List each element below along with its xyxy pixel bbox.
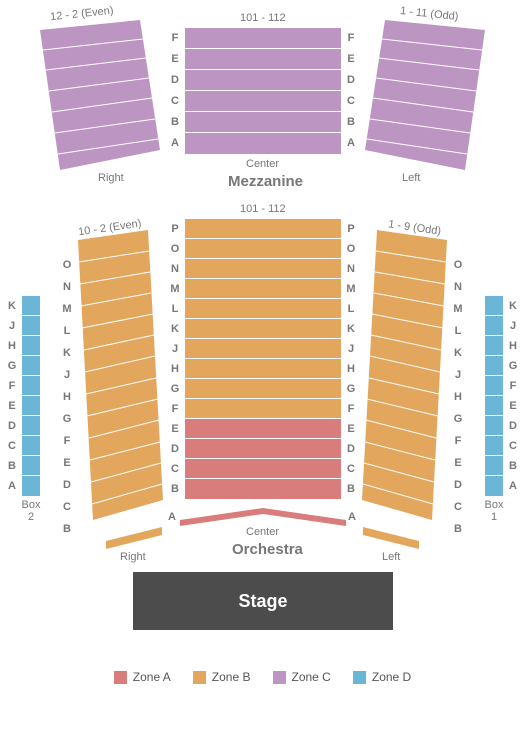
mezz-right-wing[interactable] (40, 20, 160, 170)
orch-rows-left: PONMLKJHGFEDCB (168, 219, 182, 499)
box1-row (485, 416, 503, 436)
box2-row (22, 416, 40, 436)
orch-row-n (185, 259, 341, 279)
orch-right-wing-rows: ONMLKJHGFEDCB (60, 254, 74, 540)
orch-left-wing-rows: ONMLKJHGFEDCB (451, 254, 465, 540)
mezz-center-label: Center (246, 158, 279, 170)
box2-row (22, 396, 40, 416)
orch-row-b (185, 479, 341, 499)
orch-row-e (185, 419, 341, 439)
orch-center[interactable] (185, 219, 341, 499)
orch-row-f (185, 399, 341, 419)
mezz-center-rows-right: FEDCBA (344, 28, 358, 154)
orch-row-h (185, 359, 341, 379)
mezz-center-range: 101 - 112 (240, 12, 286, 24)
box2-row (22, 476, 40, 496)
box1-row (485, 436, 503, 456)
box2-row (22, 456, 40, 476)
legend-zone-a: Zone A (114, 670, 171, 684)
mezz-row-e (185, 49, 341, 70)
orchestra-title: Orchestra (232, 541, 303, 558)
orch-left-label: Left (382, 551, 400, 563)
box1-row (485, 456, 503, 476)
box1-rows: KJHGFEDCBA (507, 296, 519, 496)
box1-row (485, 376, 503, 396)
mezz-row-d (185, 70, 341, 91)
orch-row-k (185, 319, 341, 339)
orch-row-a-label-l: A (168, 511, 176, 523)
box1-row (485, 296, 503, 316)
orch-right-wing[interactable] (78, 230, 163, 520)
orch-row-o (185, 239, 341, 259)
box2-row (22, 316, 40, 336)
orch-row-l (185, 299, 341, 319)
orch-row-j (185, 339, 341, 359)
legend-zone-d: Zone D (353, 670, 411, 684)
box1-row (485, 356, 503, 376)
mezz-row-a (185, 133, 341, 154)
box2-row (22, 296, 40, 316)
orch-right-front-strip[interactable] (106, 527, 162, 549)
mezz-row-f (185, 28, 341, 49)
orch-left-wing[interactable] (362, 230, 447, 520)
orch-row-p (185, 219, 341, 239)
orch-left-front-strip[interactable] (363, 527, 419, 549)
mezzanine-title: Mezzanine (228, 173, 303, 190)
orch-center-range: 101 - 112 (240, 203, 286, 215)
box-2[interactable] (22, 296, 40, 496)
orch-row-a-label-r: A (348, 511, 356, 523)
orch-center-label: Center (246, 526, 279, 538)
box1-label: Box1 (481, 499, 507, 523)
orch-row-g (185, 379, 341, 399)
box-1[interactable] (485, 296, 503, 496)
box2-row (22, 436, 40, 456)
legend-zone-c: Zone C (273, 670, 331, 684)
mezz-row-b (185, 112, 341, 133)
seating-chart: 101 - 112 FEDCBA FEDCBA Center Mezzanine… (0, 0, 525, 730)
orch-rows-right: PONMLKJHGFEDCB (344, 219, 358, 499)
mezz-left-wing[interactable] (365, 20, 485, 170)
box1-row (485, 476, 503, 496)
mezz-center[interactable] (185, 28, 341, 154)
box2-rows: KJHGFEDCBA (6, 296, 18, 496)
orch-right-label: Right (120, 551, 146, 563)
legend-zone-b: Zone B (193, 670, 251, 684)
legend: Zone A Zone B Zone C Zone D (0, 670, 525, 684)
mezz-right-label: Right (98, 172, 124, 184)
box1-row (485, 336, 503, 356)
orch-row-d (185, 439, 341, 459)
box2-label: Box2 (18, 499, 44, 523)
mezz-row-c (185, 91, 341, 112)
mezz-left-label: Left (402, 172, 420, 184)
box2-row (22, 336, 40, 356)
orch-row-c (185, 459, 341, 479)
box1-row (485, 316, 503, 336)
box1-row (485, 396, 503, 416)
box2-row (22, 376, 40, 396)
box2-row (22, 356, 40, 376)
mezz-center-rows-left: FEDCBA (168, 28, 182, 154)
orch-row-m (185, 279, 341, 299)
orch-row-a[interactable] (180, 508, 346, 526)
stage: Stage (133, 572, 393, 630)
